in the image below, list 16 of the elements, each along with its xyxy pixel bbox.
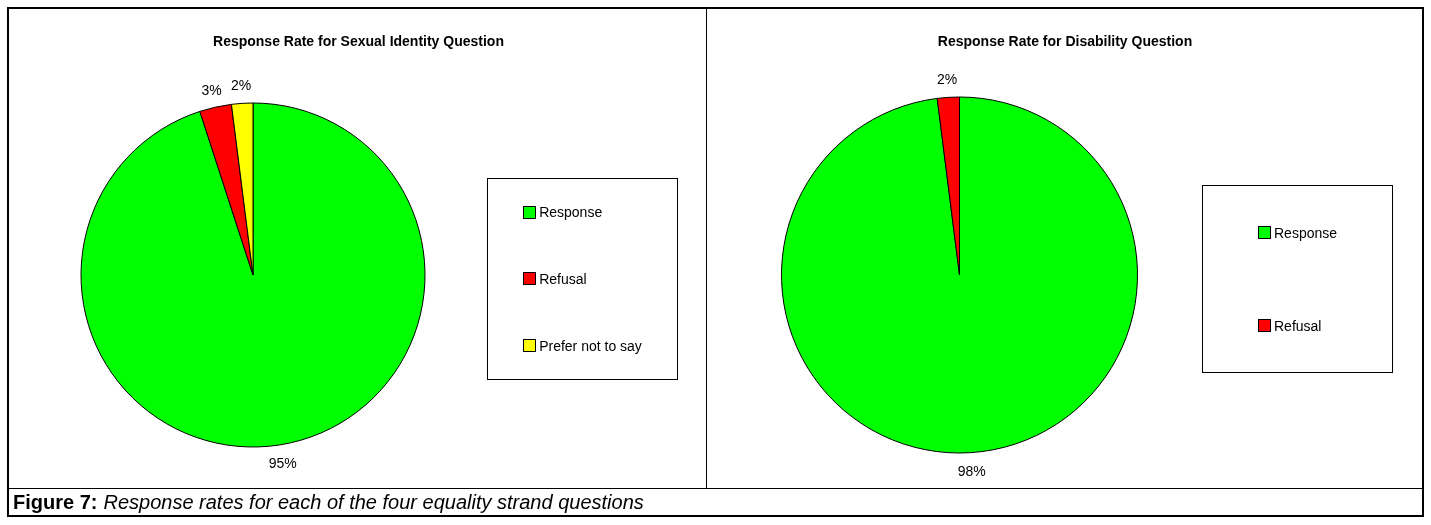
legend-label: Prefer not to say bbox=[539, 337, 642, 354]
data-label: 2% bbox=[937, 71, 958, 88]
chart-title: Response Rate for Sexual Identity Question bbox=[212, 33, 505, 49]
data-label: 98% bbox=[957, 462, 986, 479]
legend-label: Refusal bbox=[539, 270, 587, 287]
data-label: 3% bbox=[201, 81, 222, 98]
pie-slice bbox=[80, 102, 426, 448]
text: Response rates for each of the four equality strand questions bbox=[103, 490, 644, 514]
caption: Figure 7: bbox=[13, 490, 98, 514]
legend-label: Refusal bbox=[1273, 317, 1322, 334]
pie-slice bbox=[781, 96, 1138, 454]
legend-label: Response bbox=[1273, 224, 1338, 241]
data-label: 2% bbox=[230, 77, 252, 94]
legend-label: Response bbox=[539, 204, 603, 221]
chart-title: Response Rate for Disability Question bbox=[936, 33, 1194, 49]
data-label: 95% bbox=[268, 454, 297, 471]
